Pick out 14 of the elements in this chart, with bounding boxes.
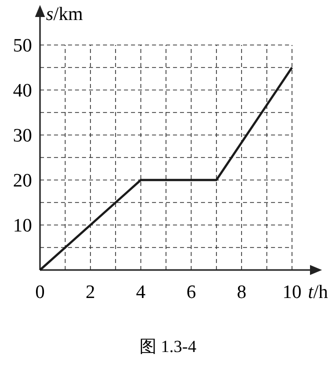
- x-tick-label: 0: [35, 282, 45, 303]
- y-tick-label: 50: [13, 36, 32, 57]
- caption: 图 1.3-4: [140, 337, 197, 356]
- x-tick-label: 4: [136, 282, 146, 303]
- y-axis-title: s/km: [46, 4, 84, 25]
- x-tick-label: 10: [282, 282, 302, 303]
- x-axis-title: t/h: [308, 282, 329, 303]
- y-tick-label: 20: [13, 170, 32, 192]
- y-tick-label: 30: [13, 126, 32, 147]
- x-tick-label: 8: [236, 282, 246, 303]
- y-tick-label: 40: [13, 80, 32, 102]
- x-tick-label: 2: [86, 282, 96, 303]
- y-tick-label: 10: [13, 216, 32, 237]
- x-tick-label: 6: [186, 282, 196, 303]
